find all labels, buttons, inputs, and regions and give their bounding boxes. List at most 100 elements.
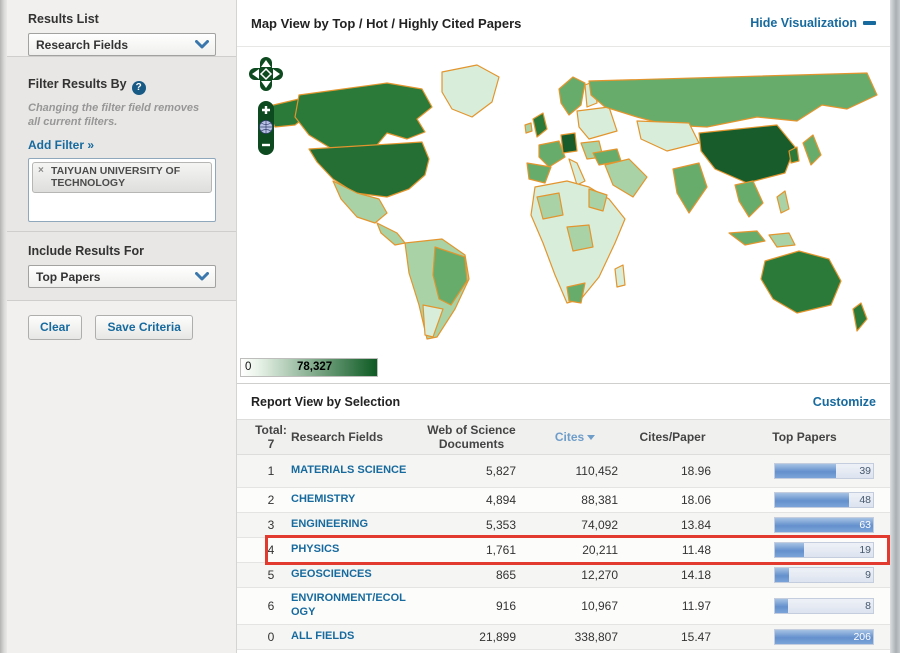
map-region[interactable]: [560, 132, 578, 154]
legend-max-value: 78,327: [297, 361, 333, 373]
include-results-label: Include Results For: [28, 244, 144, 258]
map-region[interactable]: [760, 250, 842, 314]
top-papers-value: 48: [859, 494, 871, 506]
map-region[interactable]: [558, 76, 586, 116]
research-field-link[interactable]: ENGINEERING: [291, 518, 369, 531]
top-papers-value: 9: [865, 569, 871, 581]
top-papers-bar-fill: [775, 493, 850, 507]
top-papers-bar: 206: [774, 628, 874, 645]
map-region[interactable]: [576, 106, 618, 140]
save-criteria-button[interactable]: Save Criteria: [95, 315, 193, 340]
wos-documents-value: 916: [495, 598, 516, 613]
map-region[interactable]: [698, 124, 796, 184]
map-region[interactable]: [536, 192, 564, 220]
pan-down-icon[interactable]: [261, 81, 271, 88]
map-region[interactable]: [636, 120, 700, 152]
research-field-link[interactable]: PHYSICS: [291, 543, 340, 556]
pan-up-icon[interactable]: [261, 60, 271, 67]
right-scrollbar-track[interactable]: [890, 0, 900, 653]
research-field-link[interactable]: GEOSCIENCES: [291, 568, 372, 581]
world-map-visualization[interactable]: 0 78,327: [237, 47, 890, 383]
column-header-top-papers: Top Papers: [772, 429, 837, 444]
zoom-in-icon[interactable]: [262, 106, 270, 114]
column-header-total: Total: 7: [255, 422, 287, 451]
map-header: Map View by Top / Hot / Highly Cited Pap…: [237, 0, 890, 47]
column-header-cites-sort[interactable]: Cites: [524, 430, 626, 444]
research-field-link[interactable]: CHEMISTRY: [291, 493, 356, 506]
results-list-selected-value: Research Fields: [36, 37, 129, 52]
left-panel-edge: [0, 0, 7, 653]
filter-tag-label: TAIYUAN UNIVERSITY OF TECHNOLOGY: [51, 164, 181, 190]
top-papers-bar: 39: [774, 463, 874, 479]
map-region[interactable]: [532, 112, 548, 138]
map-region[interactable]: [852, 302, 868, 332]
map-region[interactable]: [294, 82, 433, 150]
row-rank: 1: [267, 464, 275, 478]
map-region[interactable]: [734, 180, 764, 218]
row-rank: 5: [267, 568, 275, 582]
table-row: 1 MATERIALS SCIENCE 5,827 110,452 18.96 …: [237, 455, 890, 488]
research-field-link[interactable]: MATERIALS SCIENCE: [291, 464, 407, 477]
hide-visualization-link[interactable]: Hide Visualization: [750, 16, 876, 30]
pan-left-icon[interactable]: [252, 69, 259, 79]
cites-per-paper-value: 13.84: [680, 518, 711, 532]
map-region[interactable]: [588, 188, 608, 212]
wos-documents-value: 4,894: [485, 493, 516, 507]
top-papers-bar-fill: [775, 598, 788, 613]
map-region[interactable]: [422, 304, 444, 338]
map-region[interactable]: [788, 146, 800, 164]
cites-value: 110,452: [575, 464, 619, 478]
help-icon[interactable]: ?: [131, 81, 146, 95]
table-row: 5 GEOSCIENCES 865 12,270 14.18 9: [237, 563, 890, 588]
map-region[interactable]: [768, 232, 796, 248]
cites-per-paper-value: 18.06: [680, 493, 711, 507]
pan-right-icon[interactable]: [273, 69, 280, 79]
map-region[interactable]: [802, 134, 822, 166]
customize-link[interactable]: Customize: [812, 394, 876, 409]
collapse-minus-icon: [863, 21, 876, 25]
cites-per-paper-value: 11.97: [681, 598, 711, 613]
filter-results-label: Filter Results By?: [28, 77, 236, 95]
table-header-row: Total: 7 Research Fields Web of Science …: [237, 419, 890, 455]
map-region[interactable]: [614, 264, 626, 288]
map-region[interactable]: [728, 230, 766, 246]
include-results-selected-value: Top Papers: [36, 269, 101, 284]
wos-documents-value: 865: [495, 568, 516, 582]
map-region[interactable]: [526, 162, 552, 184]
map-region[interactable]: [441, 64, 500, 118]
map-region[interactable]: [376, 222, 406, 246]
include-results-select[interactable]: Top Papers: [28, 265, 216, 288]
map-region[interactable]: [308, 141, 430, 198]
map-region[interactable]: [568, 158, 586, 186]
add-filter-link[interactable]: Add Filter »: [28, 137, 95, 152]
research-field-link[interactable]: ALL FIELDS: [291, 629, 355, 642]
map-region[interactable]: [538, 140, 566, 168]
map-region[interactable]: [524, 122, 533, 134]
row-rank: 0: [267, 629, 275, 644]
map-region[interactable]: [332, 180, 388, 224]
map-region[interactable]: [776, 190, 790, 214]
clear-button[interactable]: Clear: [28, 315, 83, 340]
map-region[interactable]: [432, 246, 468, 306]
top-papers-bar-fill: [775, 518, 873, 532]
wos-documents-value: 5,827: [485, 464, 516, 478]
active-filters-box[interactable]: × TAIYUAN UNIVERSITY OF TECHNOLOGY: [28, 157, 216, 222]
column-header-wos-documents: Web of Science Documents: [427, 422, 516, 451]
top-papers-bar: 19: [774, 542, 874, 558]
top-papers-value: 19: [859, 544, 871, 556]
map-region[interactable]: [588, 72, 878, 128]
legend-min-value: 0: [245, 361, 252, 373]
cites-per-paper-value: 11.48: [681, 543, 711, 557]
wos-documents-value: 1,761: [485, 543, 516, 557]
map-region[interactable]: [566, 224, 594, 252]
results-list-select[interactable]: Research Fields: [28, 33, 216, 56]
map-region[interactable]: [672, 162, 708, 214]
map-controls: [249, 57, 283, 155]
map-region[interactable]: [604, 158, 648, 198]
chevron-down-icon: [189, 266, 215, 287]
report-view-title: Report View by Selection: [251, 394, 401, 409]
table-body: 1 MATERIALS SCIENCE 5,827 110,452 18.96 …: [237, 455, 890, 650]
research-field-link[interactable]: ENVIRONMENT/ECOLOGY: [291, 592, 406, 618]
remove-filter-icon[interactable]: ×: [38, 164, 44, 176]
map-region[interactable]: [566, 282, 586, 304]
